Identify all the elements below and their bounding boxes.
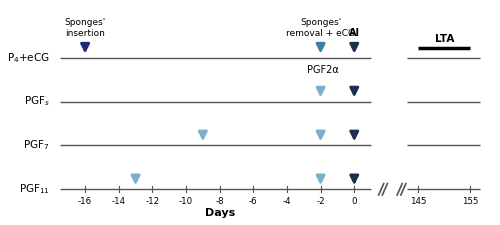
Text: -10: -10 xyxy=(179,197,193,206)
Text: Days: Days xyxy=(204,208,235,218)
Text: -16: -16 xyxy=(78,197,92,206)
Text: AI: AI xyxy=(348,28,360,38)
Text: -14: -14 xyxy=(112,197,126,206)
Text: PGF$_7$: PGF$_7$ xyxy=(24,139,50,152)
Text: PGF2α: PGF2α xyxy=(308,65,339,75)
Text: 145: 145 xyxy=(410,197,426,206)
Text: 0: 0 xyxy=(352,197,357,206)
Text: Sponges'
insertion: Sponges' insertion xyxy=(64,18,106,38)
Text: -6: -6 xyxy=(249,197,258,206)
Text: LTA: LTA xyxy=(434,34,454,44)
Text: Sponges'
removal + eCG: Sponges' removal + eCG xyxy=(286,18,355,38)
Text: 155: 155 xyxy=(462,197,478,206)
Text: -2: -2 xyxy=(316,197,325,206)
Text: -12: -12 xyxy=(146,197,160,206)
Text: -8: -8 xyxy=(216,197,224,206)
Text: PGF$_{11}$: PGF$_{11}$ xyxy=(19,182,50,196)
Text: P$_4$+eCG: P$_4$+eCG xyxy=(7,51,50,65)
Text: -4: -4 xyxy=(282,197,292,206)
Text: PGF$_s$: PGF$_s$ xyxy=(24,95,50,108)
